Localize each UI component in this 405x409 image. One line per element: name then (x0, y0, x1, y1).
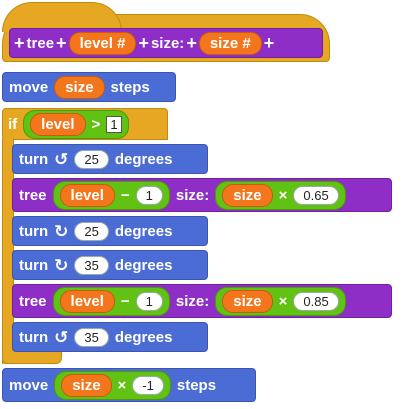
block-label: degrees (114, 150, 173, 168)
hat-top-curve (2, 2, 122, 32)
turn-left-block[interactable]: turn ↺ 35 degrees (12, 322, 208, 352)
block-label: steps (110, 78, 150, 96)
turn-right-block[interactable]: turn ↻ 25 degrees (12, 216, 208, 246)
var-level[interactable]: level (30, 112, 86, 136)
block-label: size: (175, 292, 210, 310)
multiply-operator: × (278, 186, 288, 204)
var-size[interactable]: size (222, 183, 273, 207)
block-label: turn (19, 256, 49, 274)
add-input-plus[interactable]: + (186, 33, 197, 53)
var-size[interactable]: size (222, 289, 273, 313)
degrees-input[interactable]: 35 (74, 327, 109, 347)
multiply-operator: × (278, 292, 288, 310)
move-steps-block[interactable]: move size × -1 steps (2, 368, 256, 402)
if-header: if level > 1 (4, 109, 129, 139)
greater-than-predicate[interactable]: level > 1 (23, 109, 129, 139)
add-input-plus[interactable]: + (14, 33, 25, 53)
number-input[interactable]: 1 (106, 115, 122, 133)
number-input[interactable]: 1 (135, 291, 163, 311)
degrees-input[interactable]: 35 (74, 255, 109, 275)
number-input[interactable]: 1 (135, 185, 163, 205)
rotate-ccw-icon: ↺ (54, 149, 69, 169)
add-input-plus[interactable]: + (263, 33, 275, 53)
block-word-size: size: (150, 34, 185, 52)
multiply-reporter[interactable]: size × 0.65 (215, 180, 346, 210)
minus-operator: − (120, 292, 130, 310)
rotate-cw-icon: ↻ (54, 221, 69, 241)
rotate-cw-icon: ↻ (54, 255, 69, 275)
block-label: size: (175, 186, 210, 204)
multiply-reporter[interactable]: size × -1 (54, 370, 171, 400)
param-size[interactable]: size # (198, 31, 262, 55)
turn-right-block[interactable]: turn ↻ 35 degrees (12, 250, 208, 280)
degrees-input[interactable]: 25 (74, 221, 109, 241)
turn-left-block[interactable]: turn ↺ 25 degrees (12, 144, 208, 174)
tree-call-block[interactable]: tree level − 1 size: size × 0.85 (12, 284, 392, 318)
add-input-plus[interactable]: + (56, 33, 67, 53)
multiply-operator: × (117, 376, 127, 394)
var-size[interactable]: size (54, 75, 105, 99)
tree-call-block[interactable]: tree level − 1 size: size × 0.65 (12, 178, 392, 212)
if-label: if (8, 115, 18, 133)
block-label: turn (19, 150, 49, 168)
block-label: tree (19, 292, 47, 310)
block-label: tree (19, 186, 47, 204)
custom-block-prototype[interactable]: + tree + level # + size: + size # + (9, 28, 323, 58)
minus-operator: − (120, 186, 130, 204)
add-input-plus[interactable]: + (138, 33, 149, 53)
var-level[interactable]: level (59, 289, 115, 313)
move-steps-block[interactable]: move size steps (2, 72, 176, 102)
degrees-input[interactable]: 25 (74, 149, 109, 169)
number-input[interactable]: 0.85 (293, 291, 339, 311)
param-level[interactable]: level # (68, 31, 137, 55)
block-label: degrees (114, 328, 173, 346)
block-label: steps (176, 376, 217, 394)
rotate-ccw-icon: ↺ (54, 327, 69, 347)
multiply-reporter[interactable]: size × 0.85 (215, 286, 346, 316)
var-size[interactable]: size (61, 373, 112, 397)
greater-than-operator: > (91, 115, 101, 133)
block-label: degrees (114, 256, 173, 274)
number-input[interactable]: 0.65 (293, 185, 339, 205)
var-level[interactable]: level (59, 183, 115, 207)
block-label: move (9, 78, 49, 96)
block-word-tree: tree (26, 34, 55, 52)
number-input[interactable]: -1 (132, 375, 164, 395)
block-label: degrees (114, 222, 173, 240)
block-label: move (9, 376, 49, 394)
minus-reporter[interactable]: level − 1 (52, 286, 170, 316)
minus-reporter[interactable]: level − 1 (52, 180, 170, 210)
block-label: turn (19, 222, 49, 240)
block-label: turn (19, 328, 49, 346)
